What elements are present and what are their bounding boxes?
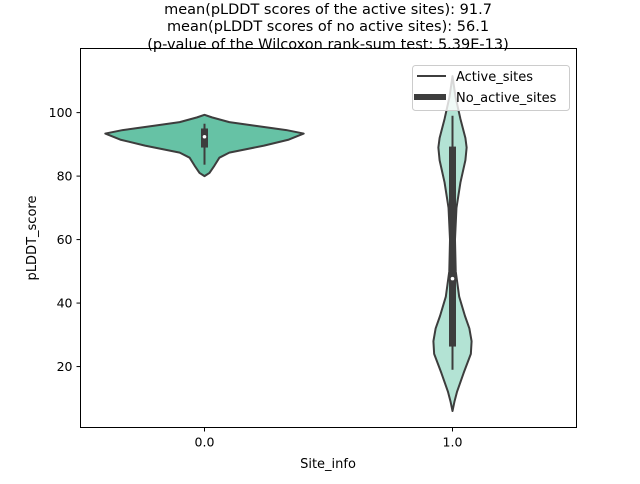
legend-label-active-sites: Active_sites <box>456 70 533 85</box>
chart-title-line-2: mean(pLDDT scores of no active sites): 5… <box>167 19 489 35</box>
y-tick-label: 100 <box>49 105 73 120</box>
x-tick-label: 0.0 <box>195 435 215 450</box>
violin-median-dot <box>202 134 207 139</box>
y-axis-label: pLDDT_score <box>25 196 40 281</box>
chart-title-line-3: (p-value of the Wilcoxon rank-sum test: … <box>147 37 508 53</box>
plot-frame <box>80 48 577 428</box>
y-tick-label: 60 <box>57 232 73 247</box>
violin-iqr-box <box>449 146 456 347</box>
legend-box <box>412 65 570 111</box>
y-tick-label: 40 <box>57 296 73 311</box>
violin-median-dot <box>450 276 455 281</box>
chart-title-line-1: mean(pLDDT scores of the active sites): … <box>164 2 492 18</box>
x-axis: 0.0 1.0 <box>195 427 463 450</box>
y-tick-label: 20 <box>57 359 73 374</box>
legend: Active_sites No_active_sites <box>412 65 570 111</box>
x-tick-label: 1.0 <box>443 435 463 450</box>
y-axis: 20 40 60 80 100 <box>49 105 81 374</box>
y-tick-label: 80 <box>57 169 73 184</box>
violins-group <box>104 75 473 412</box>
legend-label-no-active-sites: No_active_sites <box>456 91 557 106</box>
x-axis-label: Site_info <box>300 457 356 472</box>
